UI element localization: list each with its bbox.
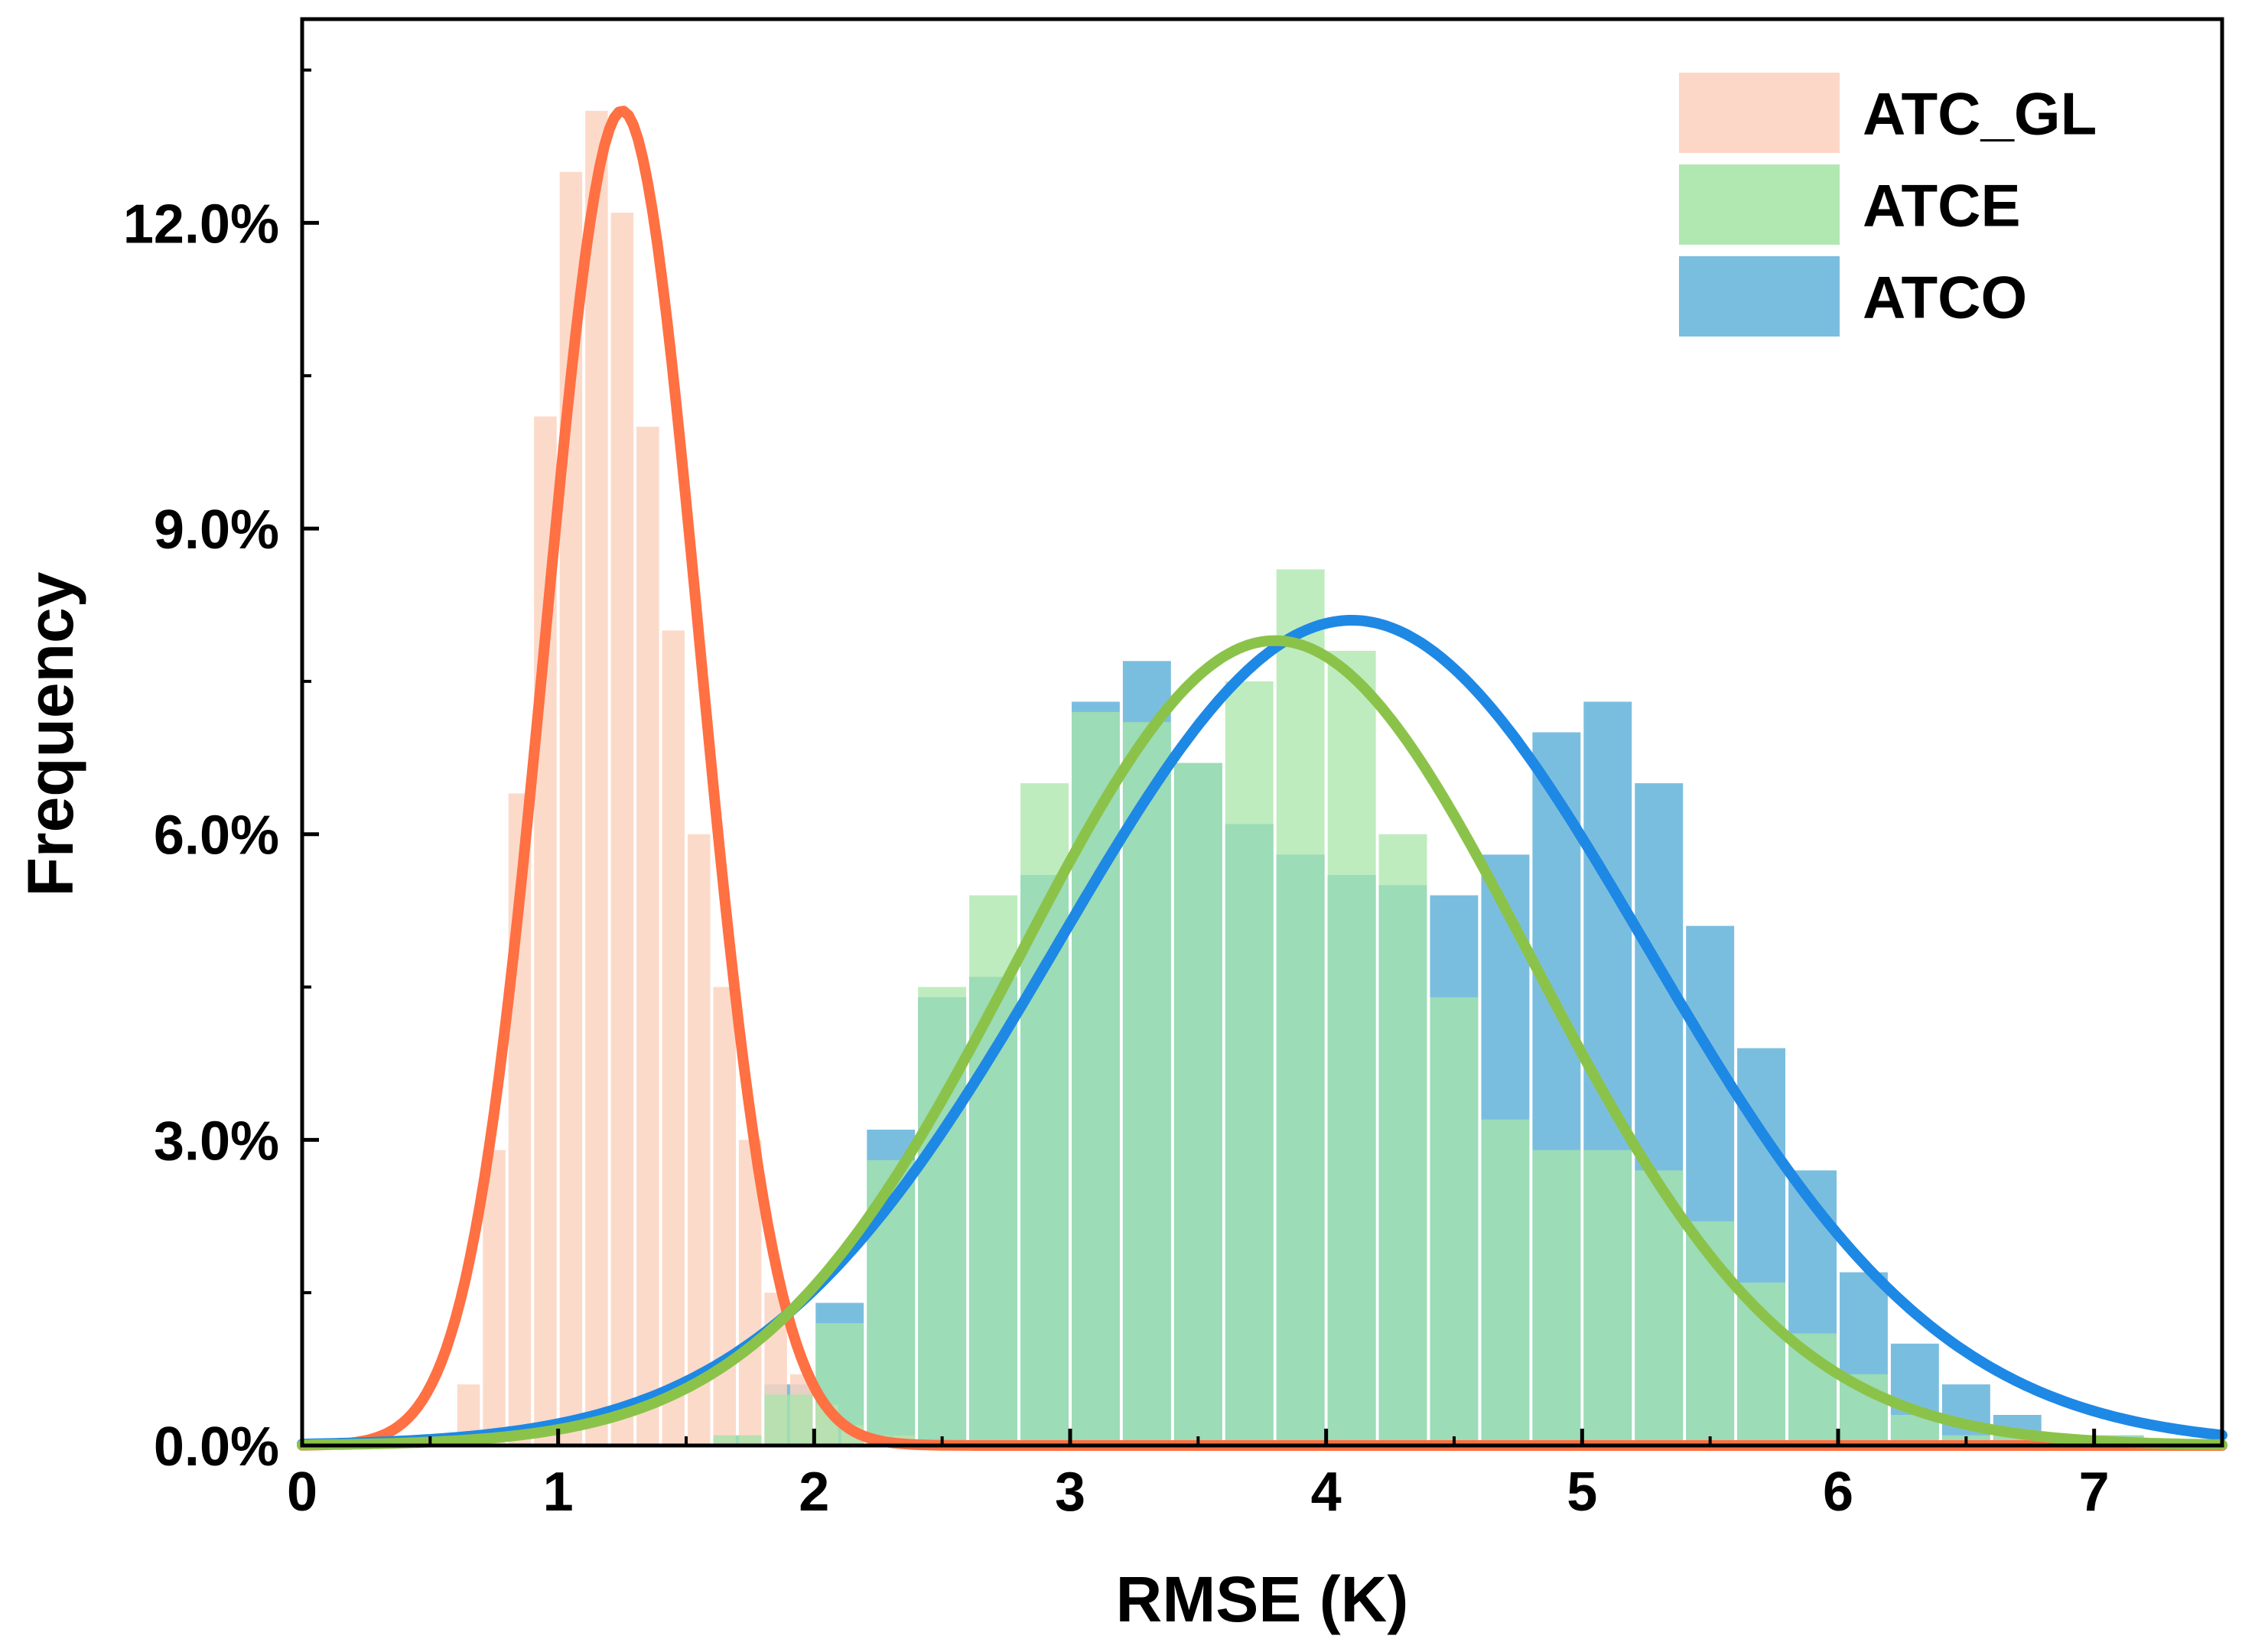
bar-atc-gl-1 [483, 1150, 506, 1446]
x-tick-label-7: 7 [2079, 1462, 2110, 1523]
bar-atce-16 [1532, 1150, 1581, 1446]
y-tick-label-2: 6.0% [154, 805, 279, 867]
histogram-bars [457, 110, 2144, 1446]
bar-atce-10 [1225, 681, 1274, 1446]
bar-atce-8 [1122, 722, 1171, 1446]
bar-atce-1 [764, 1394, 813, 1446]
legend-swatch-atc-gl [1679, 73, 1840, 153]
legend: ATC_GL ATCE ATCO [1679, 73, 2097, 337]
bar-atce-6 [1020, 783, 1069, 1446]
x-tick-label-0: 0 [287, 1462, 317, 1523]
y-axis-label: Frequency [15, 571, 86, 896]
x-tick-label-2: 2 [799, 1462, 829, 1523]
bar-atc-gl-8 [662, 630, 685, 1446]
x-tick-label-6: 6 [1823, 1462, 1853, 1523]
bar-atc-gl-5 [585, 110, 608, 1446]
x-tick-label-1: 1 [543, 1462, 574, 1523]
bar-atc-gl-6 [610, 213, 634, 1446]
bar-atce-0 [713, 1435, 762, 1446]
legend-label-atc-gl: ATC_GL [1863, 80, 2097, 148]
legend-swatch-atco [1679, 256, 1840, 337]
plot-frame [300, 17, 2224, 1448]
bar-atc-gl-7 [636, 426, 659, 1446]
x-axis-label: RMSE (K) [1116, 1563, 1409, 1635]
x-tick-label-4: 4 [1311, 1462, 1342, 1523]
bar-atce-9 [1173, 763, 1222, 1446]
y-tick-label-3: 9.0% [154, 499, 279, 561]
y-tick-label-4: 12.0% [123, 193, 279, 255]
bar-atce-14 [1430, 997, 1479, 1446]
bar-atce-12 [1327, 650, 1376, 1446]
bar-atce-15 [1481, 1119, 1530, 1446]
bar-atce-4 [918, 987, 967, 1446]
bar-atce-13 [1378, 834, 1427, 1446]
axes [300, 17, 2224, 1448]
legend-label-atco: ATCO [1863, 264, 2027, 331]
axis-ticks: 0 1 2 3 4 5 6 7 0.0% 3.0% 6.0% 9.0% 12.0% [123, 68, 2110, 1523]
legend-label-atce: ATCE [1863, 172, 2021, 239]
bar-atco-24 [1941, 1384, 1990, 1446]
y-tick-label-0: 0.0% [154, 1416, 279, 1478]
bar-atc-gl-9 [688, 834, 711, 1446]
x-tick-label-5: 5 [1567, 1462, 1597, 1523]
bar-atce-11 [1276, 569, 1325, 1446]
x-tick-label-3: 3 [1055, 1462, 1085, 1523]
legend-swatch-atce [1679, 164, 1840, 245]
y-tick-label-1: 3.0% [154, 1111, 279, 1172]
fit-curve-atco [297, 615, 2227, 1450]
fit-curve-atce [297, 635, 2227, 1451]
bar-atce-17 [1583, 1150, 1632, 1446]
